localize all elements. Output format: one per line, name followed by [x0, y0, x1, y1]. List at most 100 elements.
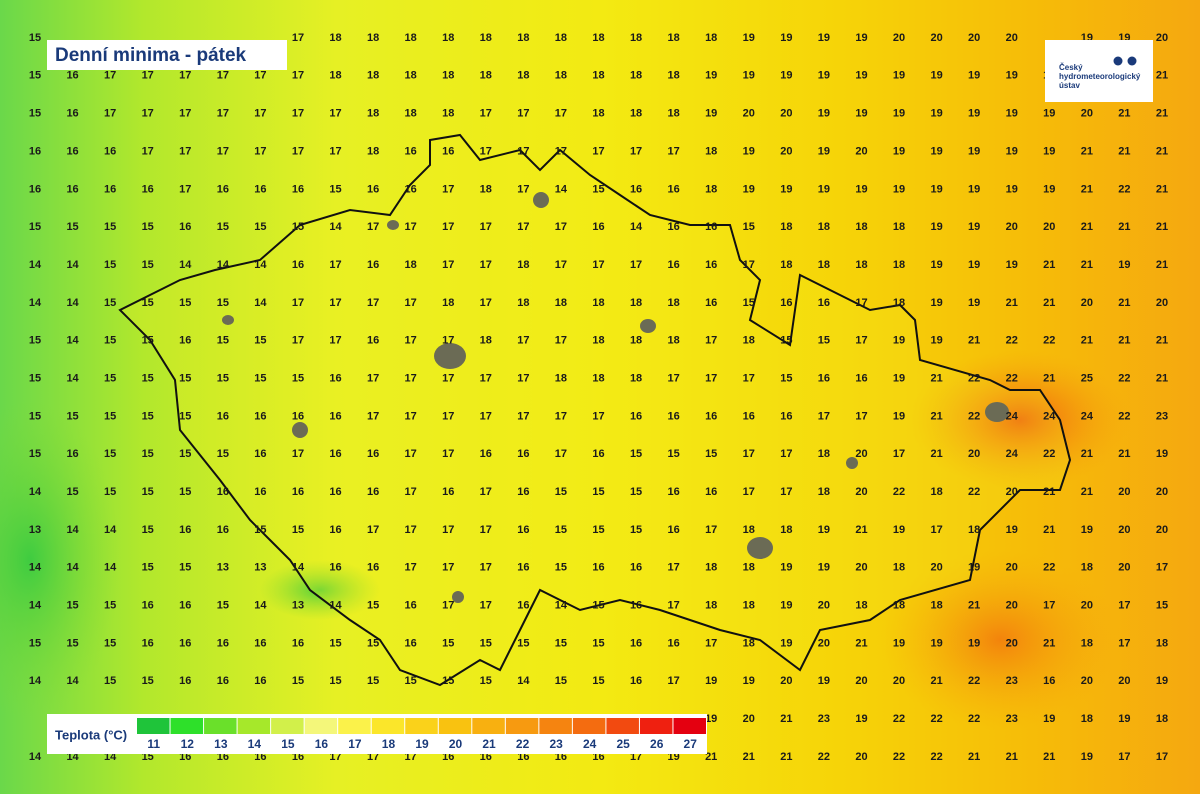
grid-value: 19 — [968, 108, 980, 120]
grid-value: 17 — [405, 524, 417, 536]
grid-value: 16 — [442, 145, 454, 157]
grid-value: 16 — [705, 486, 717, 498]
grid-value: 17 — [630, 145, 642, 157]
grid-value: 17 — [855, 297, 867, 309]
grid-value: 19 — [893, 145, 905, 157]
grid-value: 22 — [930, 751, 942, 763]
grid-value: 17 — [517, 410, 529, 422]
grid-value: 19 — [968, 562, 980, 574]
grid-value: 17 — [480, 297, 492, 309]
grid-value: 14 — [329, 221, 342, 233]
grid-value: 14 — [66, 297, 79, 309]
grid-value: 18 — [968, 524, 980, 536]
grid-value: 20 — [1156, 32, 1168, 44]
grid-value: 15 — [592, 675, 604, 687]
grid-value: 15 — [66, 637, 78, 649]
grid-value: 21 — [1006, 751, 1018, 763]
grid-value: 17 — [480, 259, 492, 271]
grid-value: 20 — [1006, 486, 1018, 498]
grid-value: 17 — [142, 145, 154, 157]
cool-area — [260, 560, 380, 620]
grid-value: 17 — [329, 259, 341, 271]
grid-value: 18 — [780, 221, 792, 233]
grid-value: 20 — [1118, 486, 1130, 498]
grid-value: 17 — [367, 221, 379, 233]
grid-value: 24 — [1006, 410, 1019, 422]
grid-value: 22 — [1043, 562, 1055, 574]
grid-value: 17 — [668, 145, 680, 157]
grid-value: 21 — [1156, 145, 1168, 157]
grid-value: 15 — [142, 524, 154, 536]
grid-value: 15 — [104, 448, 116, 460]
grid-value: 16 — [405, 637, 417, 649]
grid-value: 19 — [743, 32, 755, 44]
grid-value: 18 — [367, 145, 379, 157]
grid-value: 16 — [367, 183, 379, 195]
grid-value: 17 — [1118, 637, 1130, 649]
grid-value: 18 — [818, 221, 830, 233]
grid-value: 24 — [1043, 410, 1056, 422]
grid-value: 16 — [66, 448, 78, 460]
grid-value: 16 — [367, 259, 379, 271]
grid-value: 18 — [780, 524, 792, 536]
grid-value: 16 — [217, 524, 229, 536]
grid-value: 15 — [743, 297, 755, 309]
grid-value: 21 — [1118, 221, 1130, 233]
grid-value: 15 — [29, 335, 41, 347]
grid-value: 20 — [1118, 562, 1130, 574]
grid-value: 19 — [1006, 524, 1018, 536]
grid-value: 20 — [930, 562, 942, 574]
grid-value: 17 — [254, 108, 266, 120]
grid-value: 21 — [1118, 108, 1130, 120]
city — [434, 343, 466, 369]
grid-value: 21 — [968, 600, 980, 612]
grid-value: 18 — [630, 297, 642, 309]
grid-value: 20 — [893, 675, 905, 687]
grid-value: 17 — [930, 524, 942, 536]
grid-value: 15 — [217, 221, 229, 233]
grid-value: 18 — [705, 562, 717, 574]
grid-value: 15 — [29, 448, 41, 460]
grid-value: 15 — [292, 372, 304, 384]
grid-value: 16 — [855, 372, 867, 384]
grid-value: 16 — [668, 221, 680, 233]
grid-value: 17 — [517, 372, 529, 384]
grid-value: 18 — [592, 372, 604, 384]
grid-value: 13 — [217, 562, 229, 574]
grid-value: 15 — [329, 675, 341, 687]
grid-value: 21 — [1043, 297, 1055, 309]
grid-value: 19 — [968, 70, 980, 82]
grid-value: 16 — [630, 600, 642, 612]
grid-value: 21 — [1118, 448, 1130, 460]
grid-value: 21 — [1118, 335, 1130, 347]
grid-value: 16 — [517, 448, 529, 460]
grid-value: 17 — [442, 562, 454, 574]
grid-value: 18 — [1156, 637, 1168, 649]
grid-value: 19 — [893, 637, 905, 649]
logo-text: hydrometeorologický — [1059, 72, 1141, 81]
grid-value: 16 — [367, 335, 379, 347]
grid-value: 14 — [104, 524, 117, 536]
grid-value: 14 — [104, 562, 117, 574]
grid-value: 18 — [555, 372, 567, 384]
grid-value: 18 — [743, 637, 755, 649]
grid-value: 17 — [555, 335, 567, 347]
legend-swatch — [438, 718, 472, 734]
grid-value: 16 — [705, 410, 717, 422]
grid-value: 18 — [668, 108, 680, 120]
grid-value: 17 — [292, 70, 304, 82]
grid-value: 14 — [555, 183, 568, 195]
grid-value: 19 — [1006, 259, 1018, 271]
grid-value: 16 — [668, 410, 680, 422]
grid-value: 14 — [630, 221, 643, 233]
grid-value: 20 — [1081, 600, 1093, 612]
grid-value: 18 — [705, 600, 717, 612]
grid-value: 15 — [442, 675, 454, 687]
grid-value: 21 — [1156, 70, 1168, 82]
grid-value: 18 — [630, 335, 642, 347]
grid-value: 21 — [968, 335, 980, 347]
grid-value: 15 — [217, 448, 229, 460]
city — [222, 315, 234, 325]
grid-value: 17 — [104, 70, 116, 82]
grid-value: 16 — [142, 637, 154, 649]
